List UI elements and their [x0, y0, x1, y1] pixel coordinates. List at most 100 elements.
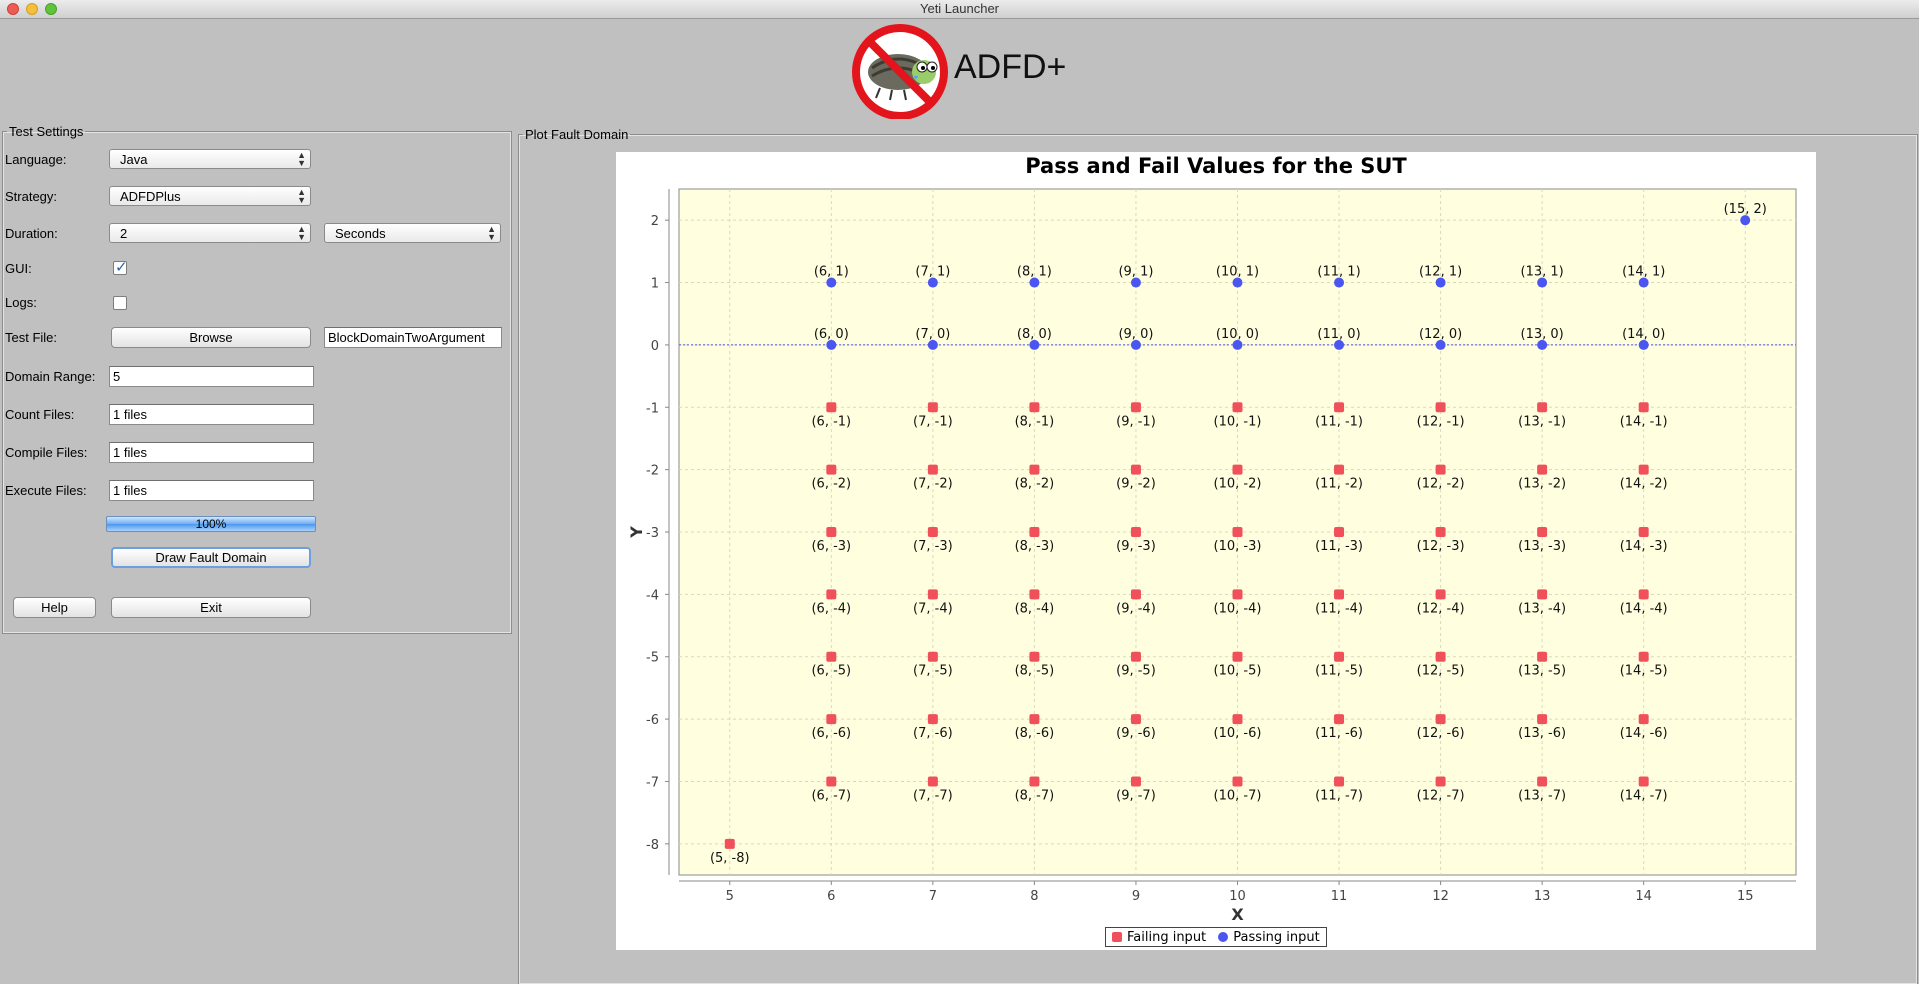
- close-window-button[interactable]: [7, 3, 19, 15]
- help-button[interactable]: Help: [13, 597, 96, 618]
- point-label: (14, -7): [1620, 788, 1668, 803]
- no-bug-icon: [852, 24, 948, 120]
- point-label: (10, -6): [1214, 726, 1262, 741]
- failing-point: [1638, 714, 1649, 725]
- point-label: (13, -3): [1518, 539, 1566, 554]
- failing-point: [1029, 776, 1040, 787]
- failing-point: [1029, 714, 1040, 725]
- duration-label: Duration:: [5, 226, 58, 241]
- point-label: (8, -3): [1015, 539, 1055, 554]
- y-tick-label: -6: [646, 713, 659, 728]
- point-label: (11, -5): [1315, 664, 1363, 679]
- point-label: (14, -5): [1620, 664, 1668, 679]
- point-label: (9, -4): [1116, 601, 1156, 616]
- point-label: (12, -1): [1417, 414, 1465, 429]
- point-label: (14, -3): [1620, 539, 1668, 554]
- point-label: (12, -3): [1417, 539, 1465, 554]
- point-label: (6, -5): [811, 664, 851, 679]
- execute-files-field[interactable]: 1 files: [109, 480, 314, 501]
- browse-button[interactable]: Browse: [111, 327, 311, 348]
- execute-files-label: Execute Files:: [5, 483, 87, 498]
- passing-point: [1232, 339, 1243, 350]
- app-logo: ADFD+: [850, 24, 1080, 120]
- strategy-label: Strategy:: [5, 189, 58, 204]
- point-label: (12, -2): [1417, 477, 1465, 492]
- checkmark-icon: ✓: [115, 259, 128, 276]
- legend-passing-swatch: [1218, 932, 1229, 942]
- point-label: (9, -5): [1116, 664, 1156, 679]
- failing-point: [1029, 402, 1040, 413]
- point-label: (14, -4): [1620, 601, 1668, 616]
- failing-point: [1029, 464, 1040, 475]
- failing-point: [1435, 776, 1446, 787]
- passing-point: [1029, 339, 1040, 350]
- point-label: (10, -2): [1214, 477, 1262, 492]
- exit-button[interactable]: Exit: [111, 597, 311, 618]
- plot-fault-domain-panel: Plot Fault Domain: [518, 127, 1918, 984]
- plot-fault-domain-legend: Plot Fault Domain: [525, 127, 629, 142]
- compile-files-field[interactable]: 1 files: [109, 442, 314, 463]
- domain-range-label: Domain Range:: [5, 369, 96, 384]
- count-files-field[interactable]: 1 files: [109, 404, 314, 425]
- legend-passing-label: Passing input: [1233, 930, 1320, 945]
- failing-point: [1537, 714, 1548, 725]
- y-tick-label: 1: [651, 277, 659, 292]
- failing-point: [1232, 776, 1243, 787]
- scatter-plot: 5 6 7 8 9 10 11 12 13 14 15210-1-2-3-4-5-6-7-8XY(6…: [627, 188, 1797, 924]
- test-file-field[interactable]: BlockDomainTwoArgument: [324, 327, 502, 348]
- point-label: (7, -3): [913, 539, 953, 554]
- point-label: (8, 1): [1017, 265, 1052, 280]
- app-logo-text: ADFD+: [954, 48, 1067, 86]
- draw-fault-domain-button[interactable]: Draw Fault Domain: [111, 547, 311, 568]
- point-label: (13, -6): [1518, 726, 1566, 741]
- duration-unit-select[interactable]: Seconds ▲ ▼: [324, 223, 501, 243]
- failing-point: [1334, 651, 1345, 662]
- failing-point: [1537, 527, 1548, 537]
- point-label: (7, 1): [915, 265, 950, 280]
- failing-point: [724, 838, 735, 849]
- failing-point: [1232, 527, 1243, 537]
- legend-failing-swatch: [1112, 932, 1122, 942]
- language-select-value: Java: [120, 152, 148, 167]
- failing-point: [1232, 651, 1243, 662]
- point-label: (11, -7): [1315, 788, 1363, 803]
- minimize-window-button[interactable]: [26, 3, 38, 15]
- select-arrows-icon: ▲ ▼: [487, 224, 496, 242]
- failing-point: [1130, 589, 1141, 600]
- duration-select[interactable]: 2 ▲ ▼: [109, 223, 311, 243]
- failing-point: [1537, 589, 1548, 600]
- passing-point: [1435, 339, 1446, 350]
- domain-range-field[interactable]: 5: [109, 366, 314, 387]
- logs-checkbox[interactable]: [113, 296, 127, 310]
- x-tick-label: 6: [827, 889, 835, 904]
- point-label: (7, -2): [913, 477, 953, 492]
- failing-point: [1334, 402, 1345, 413]
- gui-label: GUI:: [5, 261, 32, 276]
- point-label: (12, -7): [1417, 788, 1465, 803]
- progress-bar: 100%: [106, 516, 316, 532]
- maximize-window-button[interactable]: [45, 3, 57, 15]
- point-label: (12, 0): [1419, 327, 1462, 342]
- gui-checkbox[interactable]: ✓: [113, 259, 128, 276]
- passing-point: [1537, 339, 1548, 350]
- failing-point: [1638, 589, 1649, 600]
- passing-point: [927, 277, 938, 288]
- failing-point: [1537, 776, 1548, 787]
- point-label: (7, -5): [913, 664, 953, 679]
- failing-point: [927, 776, 938, 787]
- point-label: (11, -3): [1315, 539, 1363, 554]
- point-label: (7, -4): [913, 601, 953, 616]
- point-label: (12, -5): [1417, 664, 1465, 679]
- failing-point: [927, 527, 938, 537]
- strategy-select[interactable]: ADFDPlus ▲ ▼: [109, 186, 311, 206]
- point-label: (12, -6): [1417, 726, 1465, 741]
- x-tick-label: 7: [929, 889, 937, 904]
- y-tick-label: 2: [651, 214, 659, 229]
- point-label: (11, -2): [1315, 477, 1363, 492]
- passing-point: [826, 339, 837, 350]
- failing-point: [826, 402, 837, 413]
- legend-failing-label: Failing input: [1127, 930, 1207, 945]
- language-select[interactable]: Java ▲ ▼: [109, 149, 311, 169]
- y-tick-label: -1: [646, 401, 659, 416]
- passing-point: [1740, 215, 1751, 226]
